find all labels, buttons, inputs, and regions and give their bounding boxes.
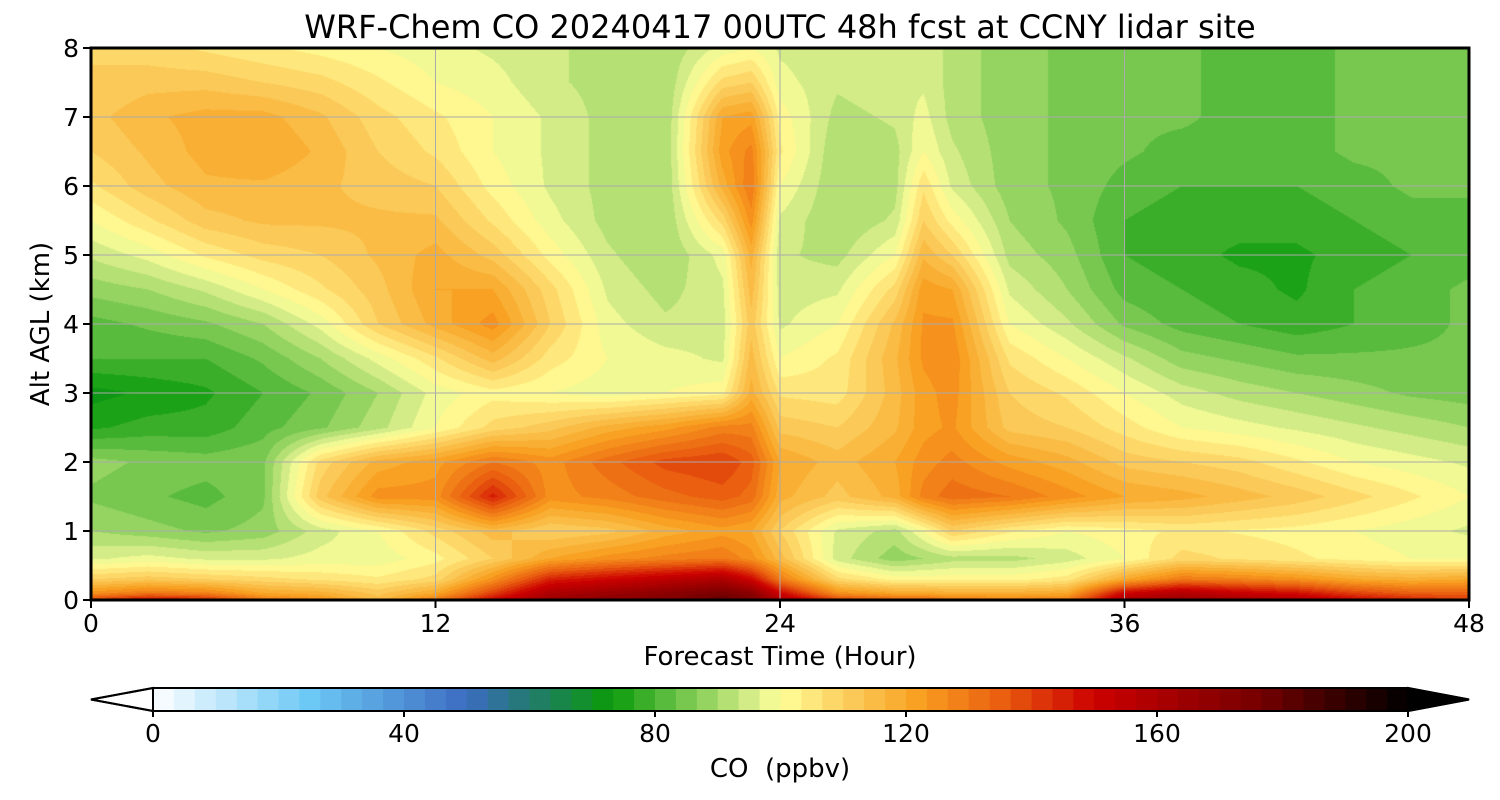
colorbar-swatch [1261,688,1284,711]
colorbar-swatch [320,688,342,711]
y-tick-label: 5 [63,241,79,270]
colorbar-swatch [571,688,593,711]
colorbar-swatches [153,688,1409,711]
colorbar-swatch [1366,688,1388,711]
colorbar-swatch [759,688,782,711]
colorbar-swatch [1282,688,1305,711]
colorbar-low-extension [90,686,154,713]
colorbar-swatch [466,688,489,711]
colorbar-swatch [843,688,865,711]
colorbar-tick-label: 40 [388,719,420,748]
y-tick-label: 1 [63,517,79,546]
chart-title: WRF-Chem CO 20240417 00UTC 48h fcst at C… [304,8,1255,46]
colorbar-swatch [383,688,405,711]
y-tick-label: 3 [63,379,79,408]
y-tick-label: 4 [63,310,79,339]
colorbar-swatch [1198,688,1221,711]
colorbar-swatch [1324,688,1346,711]
y-axis-ticks: 0 1 2 3 4 5 6 7 8 [63,34,91,615]
colorbar-swatch [1177,688,1200,711]
colorbar: 0 40 80 120 160 200 CO (ppbv) [90,686,1470,784]
colorbar-swatch [215,688,238,711]
colorbar-swatch [801,688,823,711]
colorbar-tick-label: 0 [145,719,161,748]
colorbar-tick-label: 160 [1133,719,1181,748]
colorbar-swatch [1031,688,1054,711]
colorbar-swatch [153,688,175,711]
colorbar-swatch [1052,688,1074,711]
y-tick-label: 8 [63,34,79,63]
y-tick-label: 6 [63,172,79,201]
colorbar-swatch [550,688,572,711]
colorbar-swatch [738,688,761,711]
x-tick-label: 0 [83,609,99,638]
x-tick-label: 24 [764,609,796,638]
colorbar-swatch [696,688,719,711]
colorbar-swatch [613,688,635,711]
y-tick-label: 2 [63,448,79,477]
colorbar-swatch [655,688,677,711]
colorbar-label: CO (ppbv) [710,754,850,784]
colorbar-swatch [1303,688,1325,711]
colorbar-swatch [822,688,844,711]
colorbar-swatch [529,688,552,711]
colorbar-swatch [1073,688,1095,711]
colorbar-swatch [362,688,384,711]
colorbar-swatch [1136,688,1158,711]
colorbar-swatch [1345,688,1367,711]
colorbar-high-extension [1407,686,1470,713]
x-tick-label: 12 [420,609,452,638]
colorbar-swatch [424,688,447,711]
colorbar-swatch [299,688,321,711]
colorbar-swatch [989,688,1012,711]
colorbar-swatch [926,688,949,711]
colorbar-swatch [1387,688,1409,711]
y-tick-label: 7 [63,103,79,132]
colorbar-swatch [487,688,510,711]
colorbar-swatch [404,688,426,711]
grid-lines [91,48,1469,600]
colorbar-swatch [341,688,363,711]
colorbar-swatch [717,688,740,711]
colorbar-swatch [885,688,907,711]
colorbar-swatch [780,688,803,711]
x-axis-label: Forecast Time (Hour) [643,642,916,672]
x-axis-ticks: 0 12 24 36 48 [83,600,1485,638]
x-tick-label: 48 [1453,609,1485,638]
colorbar-swatch [947,688,970,711]
colorbar-swatch [634,688,656,711]
colorbar-swatch [675,688,698,711]
colorbar-swatch [1010,688,1033,711]
colorbar-swatch [906,688,928,711]
y-axis-label: Alt AGL (km) [26,242,56,406]
colorbar-swatch [1240,688,1263,711]
x-tick-label: 36 [1109,609,1141,638]
colorbar-swatch [592,688,614,711]
colorbar-swatch [257,688,280,711]
colorbar-tick-label: 120 [882,719,930,748]
colorbar-swatch [236,688,259,711]
colorbar-swatch [445,688,468,711]
colorbar-swatch [173,688,196,711]
colorbar-tick-label: 80 [639,719,671,748]
colorbar-swatch [278,688,301,711]
colorbar-swatch [1115,688,1137,711]
colorbar-swatch [1219,688,1242,711]
colorbar-tick-label: 200 [1384,719,1432,748]
y-tick-label: 0 [63,586,79,615]
plot-area [89,46,1471,602]
colorbar-swatch [194,688,217,711]
colorbar-swatch [968,688,991,711]
colorbar-swatch [864,688,886,711]
colorbar-swatch [508,688,531,711]
colorbar-ticks: 0 40 80 120 160 200 [145,711,1432,748]
colorbar-swatch [1157,688,1179,711]
colorbar-swatch [1094,688,1116,711]
